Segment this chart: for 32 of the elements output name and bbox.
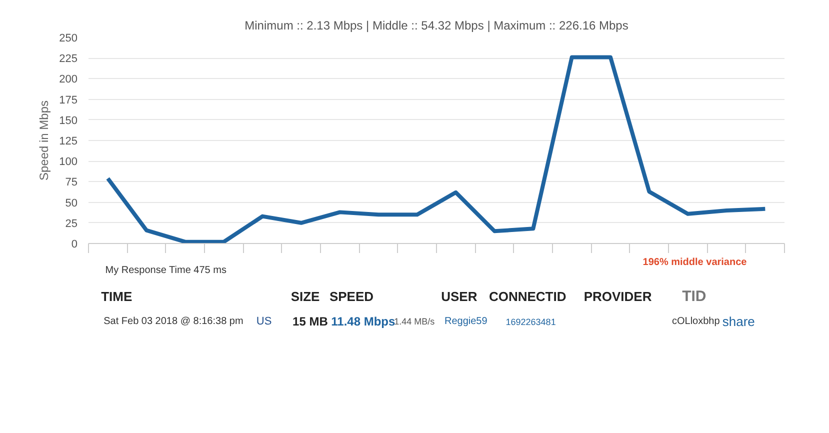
- y-tick-label: 200: [59, 74, 78, 86]
- y-tick-label: 0: [71, 238, 78, 250]
- text: 1692263481: [506, 317, 556, 327]
- text: USER: [441, 289, 478, 304]
- text: share: [722, 314, 755, 329]
- text: 15 MB: [292, 314, 328, 328]
- text: TIME: [101, 289, 132, 304]
- chart-title: Minimum :: 2.13 Mbps | Middle :: 54.32 Mbps | Maximum :: 226.16 Mbps: [244, 18, 628, 32]
- text: CONNECTID: [488, 289, 566, 304]
- text: PROVIDER: [584, 289, 652, 304]
- y-axis-title: Speed in Mbps: [37, 100, 52, 181]
- text: cOLloxbhp: [672, 316, 720, 327]
- text: US: [256, 316, 272, 328]
- text: 1.44 MB/s: [394, 316, 436, 326]
- y-tick-label: 175: [59, 94, 78, 106]
- y-tick-label: 75: [65, 176, 78, 189]
- text: 11.48 Mbps: [331, 314, 396, 328]
- text: SPEED: [329, 289, 374, 304]
- y-tick-label: 125: [59, 136, 78, 148]
- y-tick-label: 100: [59, 156, 78, 168]
- y-tick-label: 150: [59, 114, 78, 127]
- y-tick-label: 250: [59, 32, 78, 44]
- y-tick-label: 50: [65, 197, 78, 210]
- text: Sat Feb 03 2018 @ 8:16:38 pm: [104, 316, 244, 327]
- text: Reggie59: [444, 316, 488, 327]
- text: 196% middle variance: [642, 257, 748, 268]
- y-tick-label: 25: [65, 218, 78, 230]
- text: TID: [682, 288, 706, 305]
- line-series: [106, 55, 768, 244]
- text: My Response Time 475 ms: [105, 265, 226, 276]
- y-tick-label: 225: [59, 53, 78, 66]
- text: SIZE: [290, 289, 320, 304]
